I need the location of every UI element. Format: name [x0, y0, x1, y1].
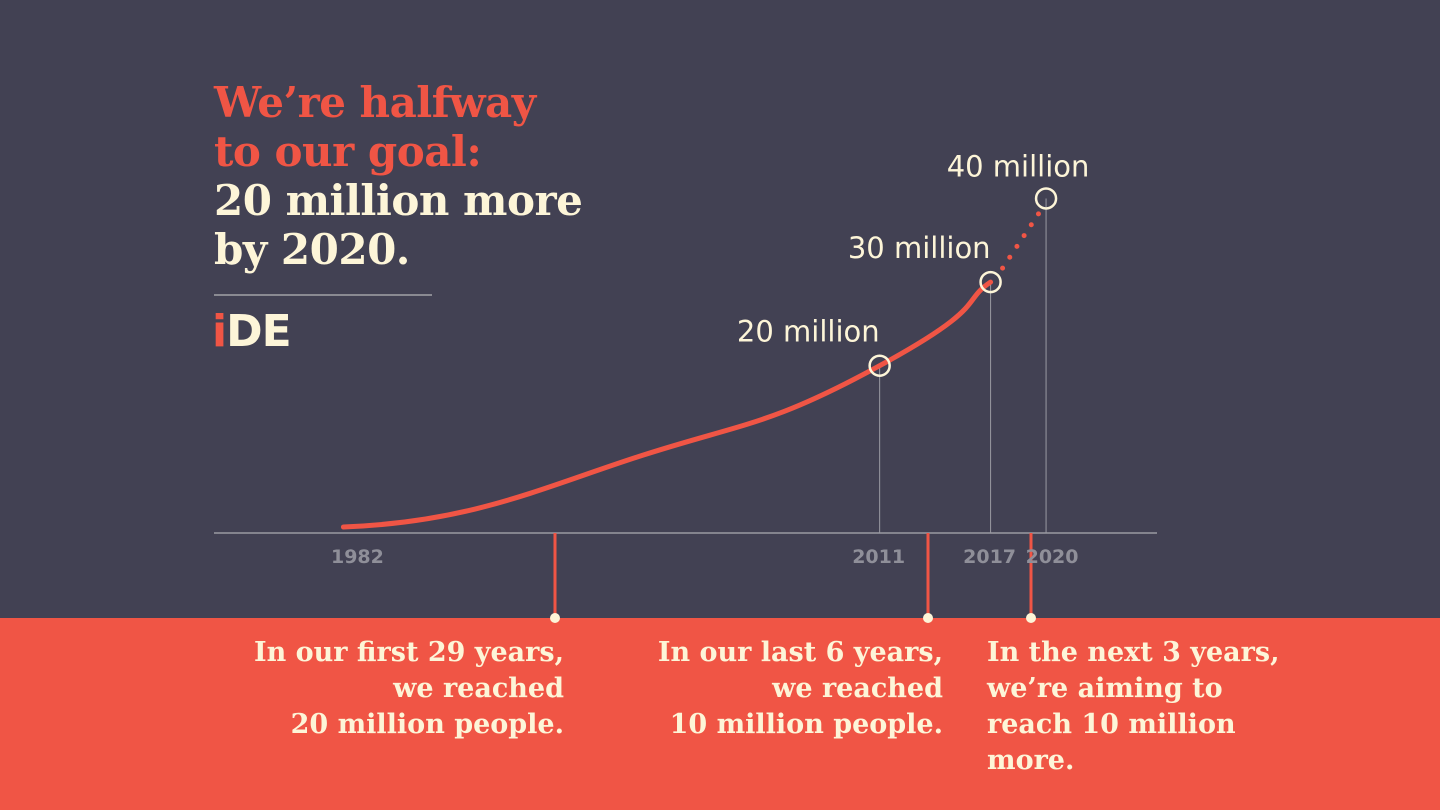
marker-ring-0: [868, 354, 891, 377]
point-label-1: 30 million: [848, 231, 991, 265]
headline-line-2: to our goal:: [214, 127, 482, 176]
tick-labels: 1982 2011 2017 2020: [331, 546, 1079, 568]
callout-dot-2: [1026, 613, 1036, 623]
growth-line: [340, 279, 994, 530]
headline-divider: [214, 294, 432, 296]
caption-next-years: In the next 3 years, we’re aiming to rea…: [987, 637, 1280, 776]
logo-rest: DE: [226, 306, 292, 357]
marker-ring-1: [979, 270, 1002, 294]
caption-band: [0, 618, 1440, 810]
caption-last-years: In our last 6 years, we reached 10 milli…: [657, 637, 943, 740]
tick-label-1982: 1982: [331, 546, 384, 568]
callout-dot-0: [550, 613, 560, 623]
callout-lines: [550, 533, 1036, 623]
caption-first-years: In our first 29 years, we reached 20 mil…: [253, 637, 564, 740]
point-labels: 20 million 30 million 40 million: [737, 149, 1090, 348]
tick-label-2017: 2017: [963, 546, 1016, 568]
guide-lines: [879, 198, 1047, 533]
data-markers: [868, 187, 1058, 377]
marker-ring-2: [1034, 187, 1058, 210]
point-label-0: 20 million: [737, 315, 880, 349]
projection-line: [1000, 205, 1045, 271]
tick-label-2011: 2011: [852, 546, 905, 568]
logo-accent-letter: i: [212, 306, 227, 357]
headline-line-4: by 2020.: [214, 225, 410, 274]
tick-label-2020: 2020: [1026, 546, 1079, 568]
point-label-2: 40 million: [947, 149, 1090, 183]
ide-logo: iDE: [212, 306, 292, 357]
headline-line-1: We’re halfway: [214, 78, 536, 127]
headline: We’re halfway to our goal: 20 million mo…: [214, 78, 583, 274]
headline-line-3: 20 million more: [214, 176, 583, 225]
callout-dot-1: [923, 613, 933, 623]
